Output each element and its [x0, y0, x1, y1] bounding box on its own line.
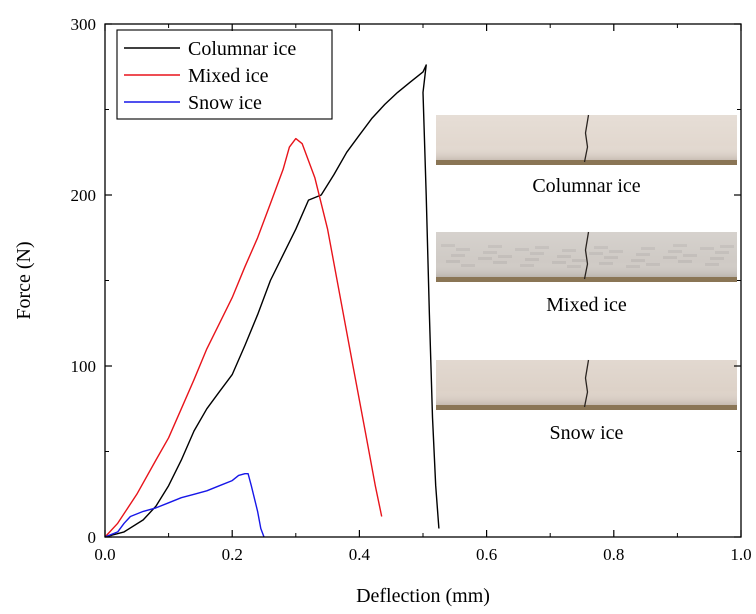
photo-crack — [583, 114, 590, 163]
legend: Columnar ice Mixed ice Snow ice — [116, 29, 333, 120]
y-tick-label: 100 — [71, 357, 97, 376]
photo-crack — [583, 359, 590, 408]
x-tick-label: 0.6 — [476, 545, 497, 564]
legend-box — [116, 29, 333, 120]
legend-label: Snow ice — [188, 92, 262, 114]
x-axis-title: Deflection (mm) — [356, 585, 490, 607]
series-line-snow-ice — [104, 473, 265, 538]
photo-caption: Snow ice — [550, 422, 624, 444]
y-axis-title: Force (N) — [13, 241, 35, 319]
x-tick-label: 1.0 — [730, 545, 751, 564]
inset-photos: Columnar ice Mixed ice Snow ice — [436, 114, 737, 444]
series-line-columnar-ice — [104, 64, 440, 538]
x-tick-label: 0.4 — [349, 545, 371, 564]
photo-base — [436, 277, 737, 282]
legend-label: Columnar ice — [188, 38, 296, 60]
specimen-photo-columnar-ice — [436, 114, 737, 165]
x-tick-label: 0.2 — [222, 545, 243, 564]
photo-base — [436, 405, 737, 410]
photo-caption: Columnar ice — [532, 175, 640, 197]
specimen-photo-mixed-ice — [436, 231, 737, 282]
x-tick-label: 0.0 — [94, 545, 115, 564]
series-layer — [104, 64, 440, 538]
y-tick-label: 200 — [71, 186, 97, 205]
y-tick-label: 300 — [71, 15, 97, 34]
legend-label: Mixed ice — [188, 65, 269, 87]
y-tick-label: 0 — [88, 528, 97, 547]
x-tick-label: 0.8 — [603, 545, 624, 564]
series-line-mixed-ice — [104, 137, 383, 538]
photo-base — [436, 160, 737, 165]
specimen-photo-snow-ice — [436, 359, 737, 410]
photo-crack — [583, 231, 590, 280]
axes: 0.0 0.2 0.4 0.6 0.8 1.0 0 100 200 300 Deflection (… — [13, 15, 752, 607]
photo-caption: Mixed ice — [546, 294, 627, 316]
